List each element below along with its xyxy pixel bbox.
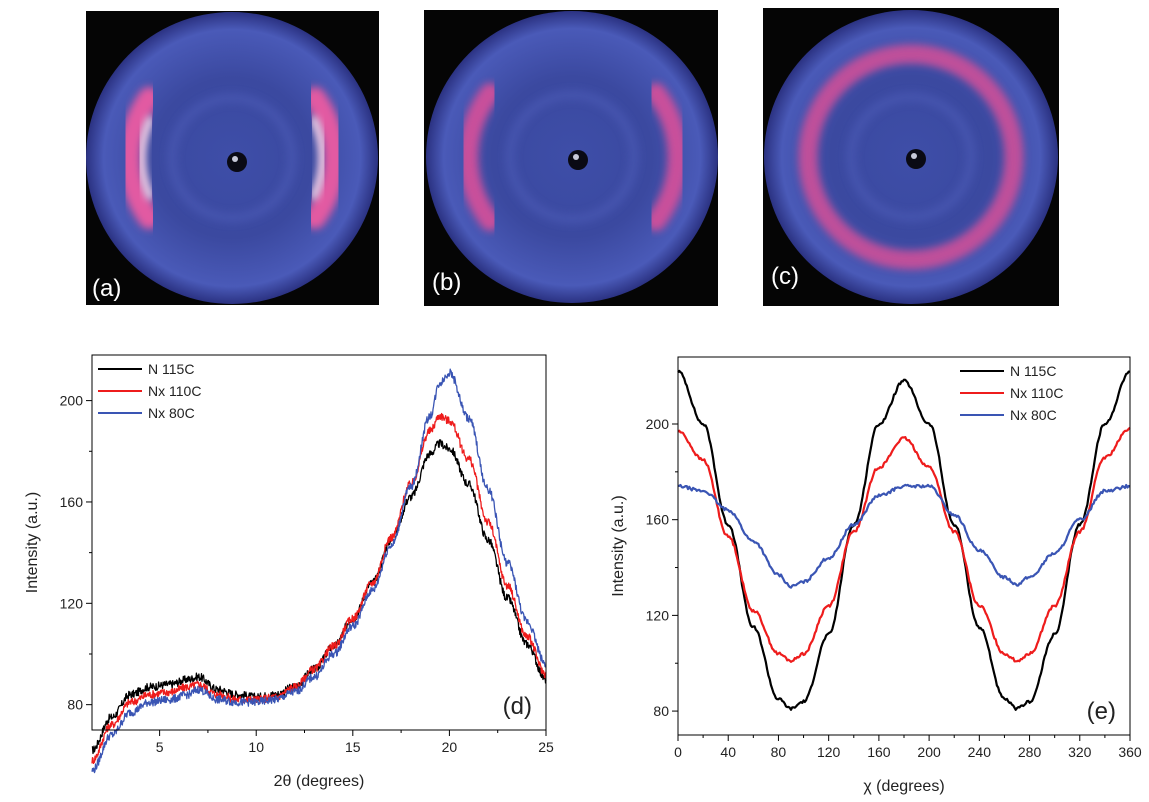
series-line-nx-110c bbox=[91, 412, 547, 765]
panel-label: (e) bbox=[1087, 698, 1116, 725]
y-tick-label: 120 bbox=[646, 607, 670, 623]
series-line-nx-80c bbox=[91, 368, 547, 774]
y-tick-label: 200 bbox=[60, 393, 84, 409]
pattern-a-label: (a) bbox=[92, 275, 121, 302]
x-axis-label: χ (degrees) bbox=[863, 778, 944, 795]
y-tick-label: 80 bbox=[653, 703, 669, 719]
y-tick-label: 120 bbox=[60, 595, 84, 611]
series-line-n-115c bbox=[91, 439, 547, 755]
legend-label: Nx 80C bbox=[1010, 407, 1057, 423]
pattern-c: (c) bbox=[763, 8, 1059, 306]
legend-label: Nx 110C bbox=[148, 383, 201, 399]
x-tick-label: 80 bbox=[771, 744, 787, 760]
x-axis-label: 2θ (degrees) bbox=[274, 773, 365, 790]
legend-label: Nx 110C bbox=[1010, 385, 1063, 401]
pattern-b: (b) bbox=[424, 10, 718, 306]
y-tick-label: 160 bbox=[60, 494, 84, 510]
y-axis-label: Intensity (a.u.) bbox=[610, 495, 627, 596]
panel-label: (d) bbox=[503, 693, 532, 720]
x-tick-label: 160 bbox=[867, 744, 891, 760]
series-line-nx-80c bbox=[677, 483, 1131, 589]
legend-label: N 115C bbox=[1010, 363, 1056, 379]
x-tick-label: 5 bbox=[156, 739, 164, 755]
series-line-nx-110c bbox=[677, 426, 1131, 664]
legend-label: N 115C bbox=[148, 361, 194, 377]
series-line-n-115c bbox=[677, 369, 1131, 711]
x-tick-label: 40 bbox=[720, 744, 736, 760]
x-tick-label: 280 bbox=[1018, 744, 1042, 760]
x-tick-label: 25 bbox=[538, 739, 554, 755]
y-tick-label: 200 bbox=[646, 416, 670, 432]
plot-frame bbox=[91, 354, 547, 731]
x-tick-label: 120 bbox=[817, 744, 841, 760]
pattern-b-label: (b) bbox=[432, 269, 461, 296]
x-tick-label: 240 bbox=[968, 744, 992, 760]
x-tick-label: 20 bbox=[442, 739, 458, 755]
x-tick-label: 10 bbox=[248, 739, 264, 755]
pattern-c-label: (c) bbox=[771, 263, 799, 290]
chart-e: 0 40 80 120 160 200 240 280 320 360 80 120 160 200 χ (… bbox=[610, 356, 1142, 795]
legend-label: Nx 80C bbox=[148, 405, 195, 421]
x-tick-label: 200 bbox=[917, 744, 941, 760]
pattern-a: (a) bbox=[86, 11, 379, 305]
chart-d: 5 10 15 20 25 80 120 160 200 2θ (degrees) Intensit… bbox=[24, 354, 554, 790]
y-axis-label: Intensity (a.u.) bbox=[24, 492, 41, 593]
x-tick-label: 320 bbox=[1068, 744, 1092, 760]
x-tick-label: 360 bbox=[1118, 744, 1142, 760]
x-tick-label: 0 bbox=[674, 744, 682, 760]
x-tick-label: 15 bbox=[345, 739, 361, 755]
y-tick-label: 80 bbox=[67, 697, 83, 713]
y-tick-label: 160 bbox=[646, 512, 670, 528]
